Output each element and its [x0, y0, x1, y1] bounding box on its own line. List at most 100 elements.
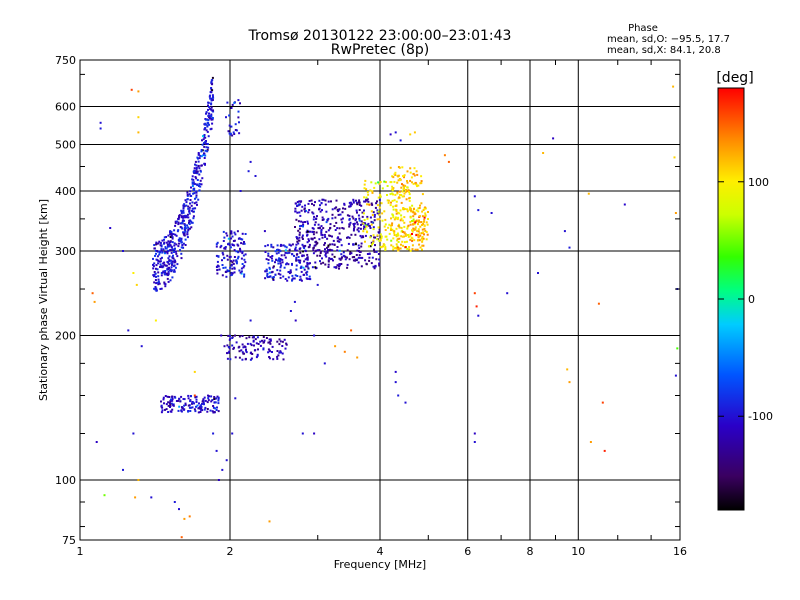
data-point — [318, 226, 321, 229]
data-point — [325, 230, 328, 233]
data-point — [344, 255, 347, 258]
data-point — [173, 270, 176, 273]
data-point — [306, 230, 309, 233]
data-point — [189, 199, 192, 201]
data-point — [421, 228, 424, 231]
data-point — [348, 214, 351, 217]
data-point — [243, 241, 245, 243]
data-point — [376, 204, 379, 207]
data-point — [288, 251, 291, 254]
data-point — [276, 249, 278, 251]
data-point — [327, 200, 330, 203]
data-point — [421, 215, 424, 218]
data-point — [311, 238, 314, 241]
data-point — [426, 233, 429, 236]
data-point — [185, 216, 188, 218]
data-point — [422, 209, 425, 211]
data-point — [171, 241, 174, 244]
data-point — [257, 348, 259, 351]
data-point — [406, 227, 409, 230]
data-point — [417, 239, 419, 242]
data-point — [171, 236, 174, 239]
data-point — [272, 246, 275, 249]
data-point — [356, 258, 359, 261]
data-point — [333, 255, 336, 258]
data-point — [403, 187, 406, 190]
data-point — [334, 216, 337, 219]
data-point — [279, 250, 282, 253]
data-point — [182, 219, 185, 222]
data-point — [238, 345, 241, 348]
data-point — [413, 228, 416, 231]
data-point — [399, 247, 402, 250]
data-point — [187, 226, 190, 229]
data-point — [288, 248, 291, 251]
data-point — [226, 269, 229, 272]
data-point — [340, 244, 343, 247]
data-point — [296, 211, 299, 214]
data-point — [223, 257, 226, 260]
data-point — [210, 97, 213, 100]
data-point — [393, 230, 396, 233]
data-point — [152, 265, 155, 268]
data-point — [243, 345, 246, 348]
data-point — [192, 210, 195, 213]
data-point — [386, 194, 388, 196]
data-point — [277, 262, 280, 265]
data-point — [211, 99, 214, 101]
data-point — [568, 381, 571, 384]
data-point — [366, 223, 369, 226]
y-axis-label: Stationary phase Virtual Height [km] — [37, 199, 50, 401]
data-point — [164, 271, 166, 274]
data-point — [242, 242, 245, 245]
data-point — [490, 212, 493, 214]
data-point — [398, 196, 401, 199]
data-point — [235, 262, 238, 265]
data-point — [154, 249, 157, 252]
data-point — [170, 234, 173, 237]
data-point — [359, 251, 362, 253]
data-point — [307, 202, 310, 205]
data-point — [179, 226, 182, 228]
data-point — [311, 227, 314, 230]
data-point — [282, 275, 285, 278]
data-point — [356, 249, 359, 252]
data-point — [157, 278, 160, 281]
data-point — [306, 253, 309, 256]
data-point — [307, 211, 310, 214]
data-point — [168, 259, 171, 262]
data-point — [255, 356, 258, 359]
data-point — [212, 432, 215, 435]
data-point — [137, 131, 140, 134]
data-point — [352, 198, 355, 201]
data-point — [417, 221, 420, 223]
data-point — [336, 227, 339, 230]
data-point — [352, 223, 355, 225]
data-point — [169, 259, 172, 262]
data-point — [205, 112, 207, 115]
data-point — [269, 256, 272, 259]
data-point — [221, 259, 223, 262]
data-point — [281, 352, 284, 355]
data-point — [406, 186, 409, 189]
data-point — [374, 236, 377, 239]
data-point — [352, 217, 355, 220]
data-point — [316, 249, 319, 252]
data-point — [301, 432, 304, 435]
colorbar-tick-label: 100 — [748, 176, 769, 189]
data-point — [322, 227, 325, 230]
data-point — [378, 228, 381, 231]
data-point — [419, 225, 422, 228]
data-point — [229, 132, 232, 135]
data-point — [403, 241, 406, 244]
data-point — [154, 319, 157, 322]
x-axis-ticks: 1 2 4 6 8 10 16 — [77, 60, 687, 558]
chart-subtitle: RwPretec (8p) — [331, 42, 429, 58]
data-point — [182, 211, 185, 214]
data-point — [311, 202, 313, 205]
data-point — [354, 219, 357, 222]
data-point — [183, 232, 186, 235]
data-point — [415, 170, 418, 173]
data-point — [358, 254, 361, 257]
data-point — [244, 253, 247, 256]
